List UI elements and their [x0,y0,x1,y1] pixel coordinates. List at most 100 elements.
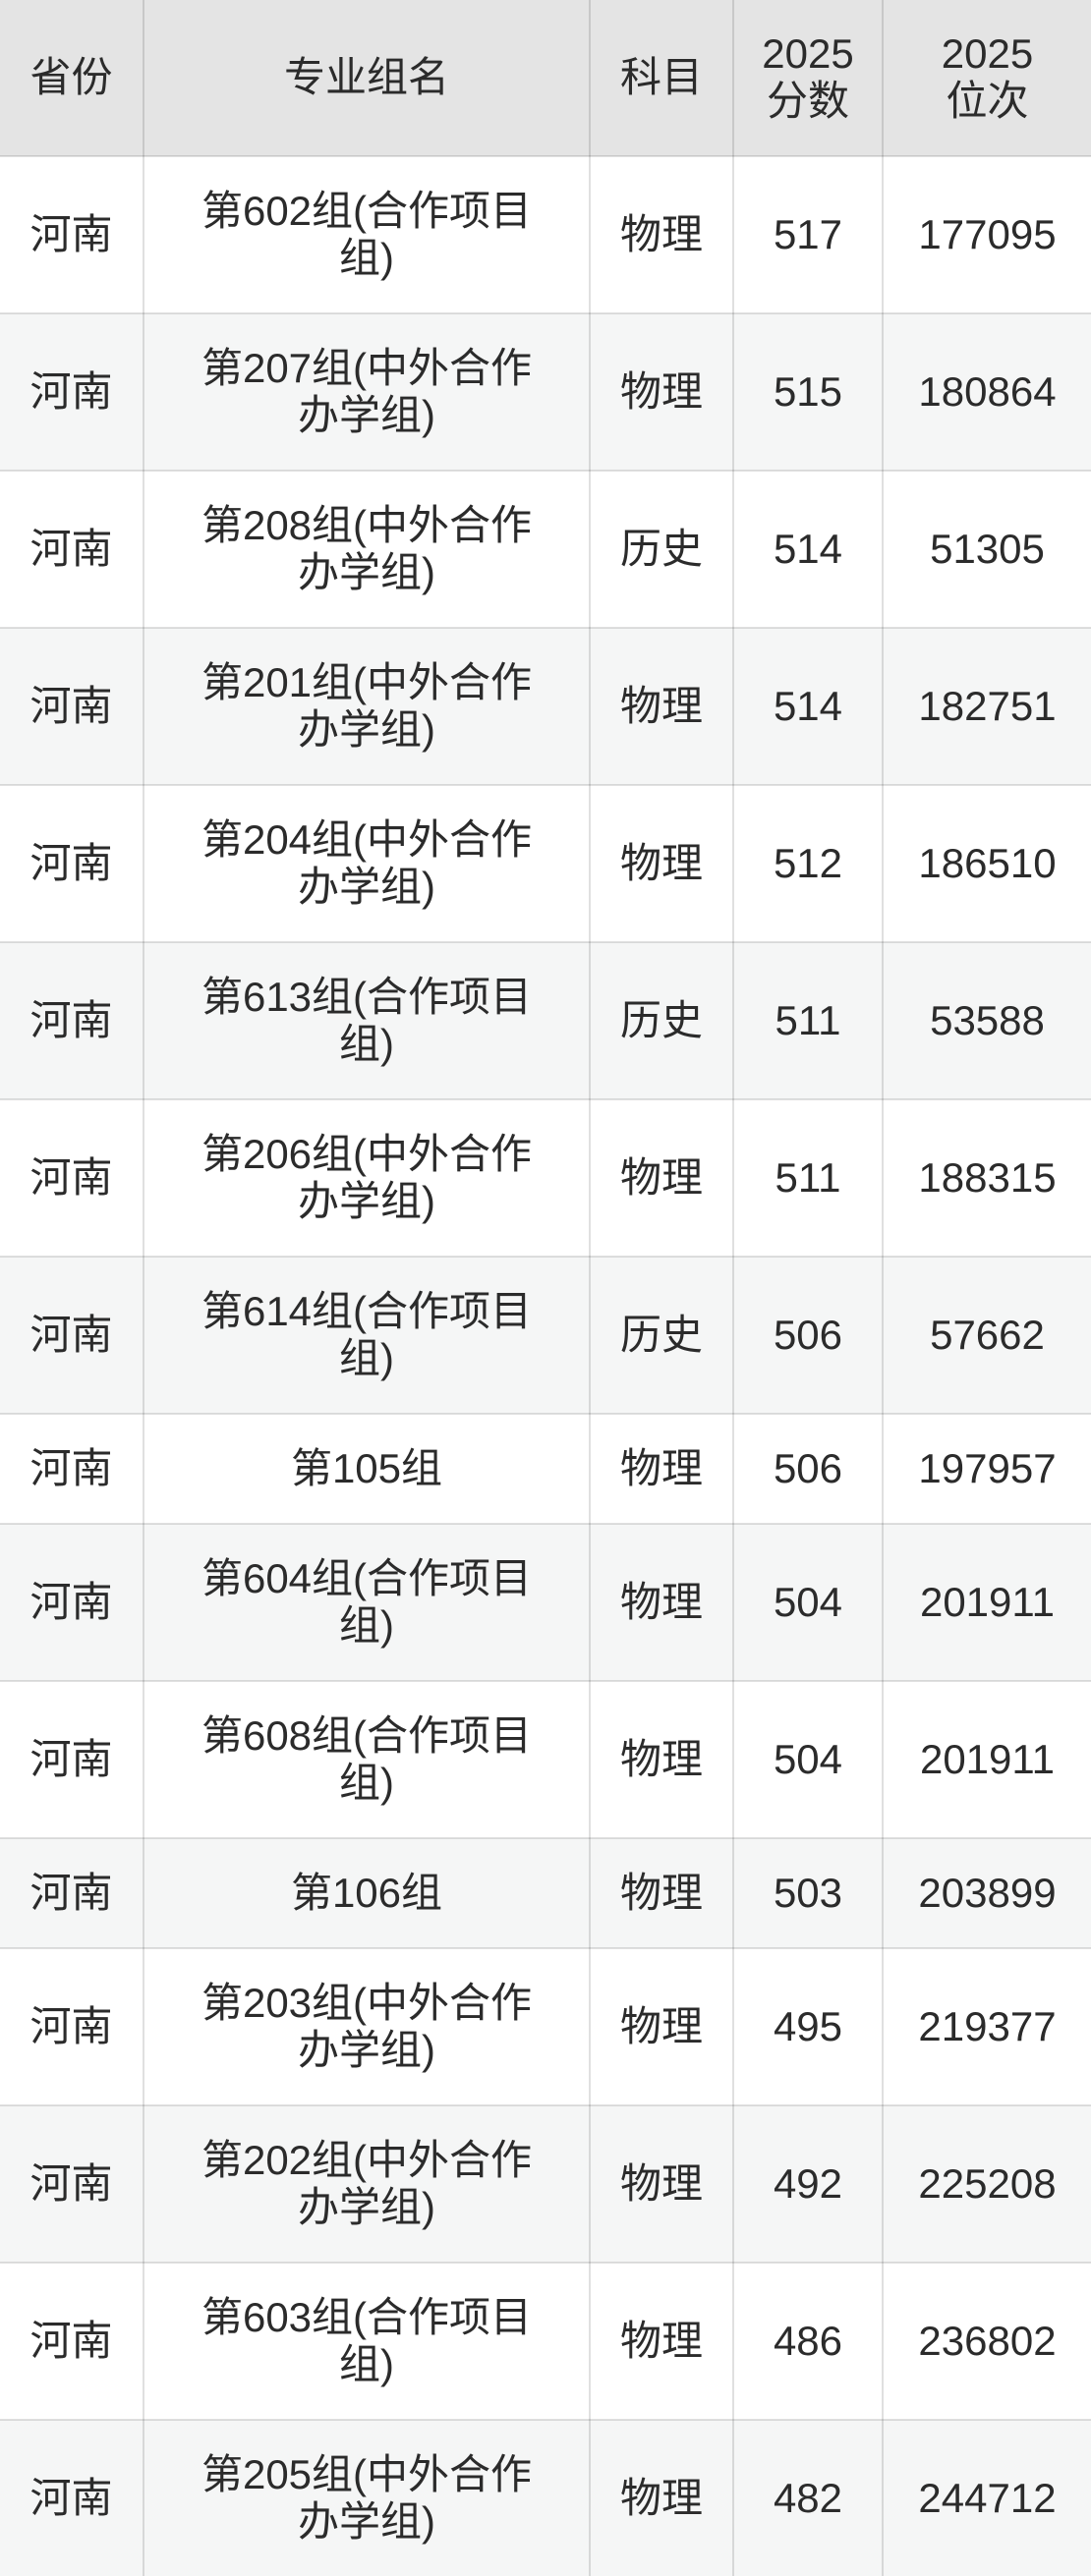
cell-group-name: 第206组(中外合作办学组) [143,1098,591,1258]
cell-group-name: 第602组(合作项目组) [143,155,591,314]
cell-subject: 物理 [589,1947,734,2106]
cell-group-name: 第604组(合作项目组) [143,1523,591,1682]
cell-rank-2025: 53588 [882,941,1091,1100]
table-body: 河南 第602组(合作项目组) 物理 517 177095 河南 第207组(中… [0,155,1091,2576]
cell-subject: 物理 [589,1098,734,1258]
cell-score-2025: 517 [732,155,884,314]
cell-group-name: 第207组(中外合作办学组) [143,312,591,472]
cell-province: 河南 [0,2104,144,2264]
cell-subject: 物理 [589,1837,734,1949]
cell-province: 河南 [0,312,144,472]
cell-province: 河南 [0,1256,144,1415]
table-row: 河南 第204组(中外合作办学组) 物理 512 186510 [0,784,1091,943]
cell-subject: 物理 [589,1680,734,1839]
cell-group-name: 第201组(中外合作办学组) [143,627,591,786]
cell-subject: 物理 [589,2262,734,2421]
cell-score-2025: 506 [732,1256,884,1415]
cell-subject: 物理 [589,1523,734,1682]
table-row: 河南 第613组(合作项目组) 历史 511 53588 [0,941,1091,1100]
cell-score-2025: 512 [732,784,884,943]
cell-score-2025: 514 [732,627,884,786]
cell-subject: 物理 [589,312,734,472]
col-header-subject: 科目 [589,0,734,157]
cell-rank-2025: 201911 [882,1523,1091,1682]
cell-subject: 物理 [589,2104,734,2264]
cell-score-2025: 504 [732,1680,884,1839]
table-row: 河南 第604组(合作项目组) 物理 504 201911 [0,1523,1091,1682]
cell-rank-2025: 236802 [882,2262,1091,2421]
table-row: 河南 第105组 物理 506 197957 [0,1413,1091,1525]
cell-rank-2025: 182751 [882,627,1091,786]
cell-group-name: 第205组(中外合作办学组) [143,2419,591,2576]
cell-province: 河南 [0,784,144,943]
cell-rank-2025: 51305 [882,470,1091,629]
table-row: 河南 第206组(中外合作办学组) 物理 511 188315 [0,1098,1091,1258]
table-row: 河南 第106组 物理 503 203899 [0,1837,1091,1949]
cell-province: 河南 [0,470,144,629]
cell-subject: 历史 [589,941,734,1100]
cell-province: 河南 [0,1680,144,1839]
table-row: 河南 第614组(合作项目组) 历史 506 57662 [0,1256,1091,1415]
cell-score-2025: 492 [732,2104,884,2264]
cell-score-2025: 511 [732,1098,884,1258]
header-row: 省份 专业组名 科目 2025 分数 2025 位次 [0,0,1091,157]
table-row: 河南 第202组(中外合作办学组) 物理 492 225208 [0,2104,1091,2264]
table-row: 河南 第208组(中外合作办学组) 历史 514 51305 [0,470,1091,629]
cell-rank-2025: 177095 [882,155,1091,314]
col-header-province: 省份 [0,0,144,157]
cell-group-name: 第613组(合作项目组) [143,941,591,1100]
cell-score-2025: 482 [732,2419,884,2576]
cell-group-name: 第106组 [143,1837,591,1949]
cell-score-2025: 506 [732,1413,884,1525]
cell-group-name: 第203组(中外合作办学组) [143,1947,591,2106]
cell-group-name: 第614组(合作项目组) [143,1256,591,1415]
cell-rank-2025: 219377 [882,1947,1091,2106]
cell-score-2025: 515 [732,312,884,472]
cell-subject: 物理 [589,784,734,943]
cell-rank-2025: 180864 [882,312,1091,472]
col-header-score-2025: 2025 分数 [732,0,884,157]
cell-rank-2025: 203899 [882,1837,1091,1949]
cell-rank-2025: 225208 [882,2104,1091,2264]
cell-group-name: 第204组(中外合作办学组) [143,784,591,943]
table-row: 河南 第603组(合作项目组) 物理 486 236802 [0,2262,1091,2421]
table-row: 河南 第205组(中外合作办学组) 物理 482 244712 [0,2419,1091,2576]
col-header-rank-2025: 2025 位次 [882,0,1091,157]
cell-subject: 物理 [589,1413,734,1525]
table-row: 河南 第207组(中外合作办学组) 物理 515 180864 [0,312,1091,472]
cell-subject: 历史 [589,470,734,629]
cell-subject: 历史 [589,1256,734,1415]
cell-rank-2025: 197957 [882,1413,1091,1525]
cell-group-name: 第208组(中外合作办学组) [143,470,591,629]
cell-province: 河南 [0,1837,144,1949]
cell-rank-2025: 244712 [882,2419,1091,2576]
cell-rank-2025: 201911 [882,1680,1091,1839]
table-row: 河南 第203组(中外合作办学组) 物理 495 219377 [0,1947,1091,2106]
cell-group-name: 第603组(合作项目组) [143,2262,591,2421]
cell-score-2025: 486 [732,2262,884,2421]
cell-group-name: 第105组 [143,1413,591,1525]
cell-group-name: 第202组(中外合作办学组) [143,2104,591,2264]
cell-province: 河南 [0,1523,144,1682]
cell-province: 河南 [0,1413,144,1525]
cell-rank-2025: 188315 [882,1098,1091,1258]
cell-subject: 物理 [589,2419,734,2576]
table-row: 河南 第602组(合作项目组) 物理 517 177095 [0,155,1091,314]
cell-rank-2025: 57662 [882,1256,1091,1415]
cell-province: 河南 [0,2262,144,2421]
cell-score-2025: 511 [732,941,884,1100]
cell-score-2025: 504 [732,1523,884,1682]
cell-province: 河南 [0,627,144,786]
cell-score-2025: 514 [732,470,884,629]
table-row: 河南 第608组(合作项目组) 物理 504 201911 [0,1680,1091,1839]
cell-score-2025: 503 [732,1837,884,1949]
cell-province: 河南 [0,155,144,314]
cell-province: 河南 [0,1098,144,1258]
cell-subject: 物理 [589,627,734,786]
cell-province: 河南 [0,941,144,1100]
cell-subject: 物理 [589,155,734,314]
cell-score-2025: 495 [732,1947,884,2106]
cell-province: 河南 [0,2419,144,2576]
cell-group-name: 第608组(合作项目组) [143,1680,591,1839]
